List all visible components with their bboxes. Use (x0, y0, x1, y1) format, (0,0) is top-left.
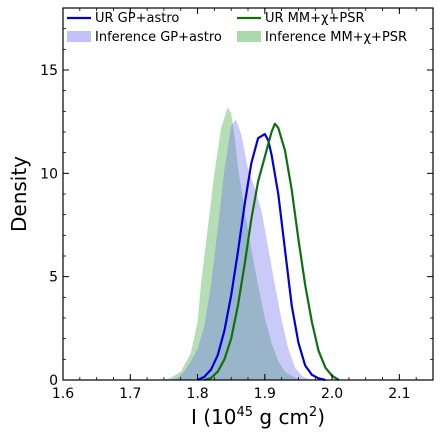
x-axis-label-exponent2: 2 (309, 405, 317, 420)
y-axis-label: Density (7, 156, 31, 232)
x-axis-label-base: I (10 (191, 405, 237, 429)
series-area-0 (163, 107, 306, 380)
legend-label: UR MM+χ+PSR (265, 11, 365, 26)
y-tick-label: 5 (49, 270, 58, 286)
x-axis-label-close: ) (317, 405, 325, 429)
x-axis-label-exponent: 45 (236, 405, 253, 420)
series-line-3 (203, 122, 340, 382)
x-tick-label: 2.0 (321, 386, 343, 402)
x-tick-label: 1.7 (119, 386, 141, 402)
legend-patch-swatch (237, 31, 261, 42)
legend-patch-swatch (67, 31, 91, 42)
x-tick-label: 1.9 (254, 386, 276, 402)
series-area-1 (170, 119, 316, 380)
legend-label: Inference MM+χ+PSR (265, 30, 407, 45)
x-axis-label-unit: g cm (253, 405, 309, 429)
x-tick-label: 2.1 (388, 386, 410, 402)
x-axis-label: I (1045 g cm2) (191, 405, 325, 429)
ticks-layer: 1.6 1.7 1.8 1.9 2.0 2.1 0 5 10 15 (40, 8, 434, 402)
y-tick-label: 10 (40, 166, 58, 182)
x-tick-label: 1.6 (52, 386, 74, 402)
x-tick-label: 1.8 (186, 386, 208, 402)
legend: UR GP+astro UR MM+χ+PSR Inference GP+astro… (67, 11, 407, 45)
legend-label: UR GP+astro (95, 11, 179, 26)
y-tick-label: 0 (49, 373, 58, 389)
series-line-2 (197, 132, 326, 382)
series-layer (163, 107, 340, 382)
y-tick-label: 15 (40, 63, 58, 79)
legend-label: Inference GP+astro (95, 30, 222, 45)
